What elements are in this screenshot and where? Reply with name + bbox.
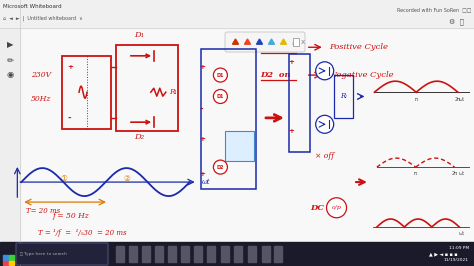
Text: ①: ①: [60, 174, 67, 182]
Text: +: +: [288, 59, 294, 65]
Text: ωt: ωt: [459, 97, 465, 102]
Text: ωt: ωt: [459, 171, 465, 176]
Text: π: π: [415, 97, 418, 102]
Bar: [289, 54, 310, 152]
Circle shape: [213, 160, 228, 174]
Bar: [155, 246, 163, 262]
Bar: [0, 0, 474, 28]
Text: off: off: [231, 39, 242, 47]
Bar: [168, 246, 176, 262]
Text: o/p: o/p: [332, 205, 341, 210]
Text: Positive Cycle: Positive Cycle: [329, 43, 388, 51]
Text: +: +: [199, 171, 205, 177]
Bar: [262, 246, 270, 262]
Text: 0: 0: [11, 185, 15, 190]
Bar: [62, 56, 111, 128]
Bar: [225, 131, 254, 161]
Circle shape: [213, 89, 228, 103]
Bar: [129, 246, 137, 262]
Text: +: +: [68, 64, 73, 69]
Bar: [248, 246, 256, 262]
Text: Microsoft Whiteboard: Microsoft Whiteboard: [3, 3, 62, 9]
Text: ▶: ▶: [7, 40, 13, 49]
Bar: [274, 246, 282, 262]
Text: D₂: D₂: [134, 133, 144, 141]
Text: +: +: [288, 128, 294, 134]
Text: D1: D1: [217, 73, 224, 78]
Bar: [142, 246, 150, 262]
Text: D2  on: D2 on: [261, 71, 292, 79]
Text: 11:09 PM: 11:09 PM: [449, 246, 469, 250]
Text: D2: D2: [217, 165, 224, 170]
Text: T = ¹/f  =  ¹/₅30  = 20 ms: T = ¹/f = ¹/₅30 = 20 ms: [38, 230, 127, 238]
Text: ωt: ωt: [201, 178, 210, 186]
Circle shape: [213, 68, 228, 82]
Text: 🔍 Type here to search: 🔍 Type here to search: [20, 252, 67, 256]
Text: ◉: ◉: [6, 70, 14, 80]
Bar: [334, 75, 353, 118]
Text: ⌂  ◄  ►  |  Untitled whiteboard  ∨: ⌂ ◄ ► | Untitled whiteboard ∨: [3, 15, 83, 21]
Bar: [207, 246, 215, 262]
Text: +: +: [199, 136, 205, 142]
Text: 2π: 2π: [455, 97, 461, 102]
Bar: [9, 255, 14, 260]
Text: 11/19/2021: 11/19/2021: [444, 258, 469, 262]
Text: DC: DC: [310, 204, 324, 212]
Text: -: -: [199, 105, 203, 114]
Text: T= 20 ms: T= 20 ms: [27, 207, 61, 215]
Text: 2π: 2π: [452, 171, 457, 176]
Text: π: π: [414, 171, 417, 176]
FancyBboxPatch shape: [225, 32, 305, 52]
Bar: [0, 242, 474, 266]
Bar: [181, 246, 189, 262]
Bar: [201, 49, 256, 189]
Bar: [194, 246, 202, 262]
Bar: [293, 38, 299, 46]
Text: D₁: D₁: [134, 31, 144, 39]
Text: D1  on: D1 on: [261, 43, 292, 51]
Text: Vᴵₙ: Vᴵₙ: [7, 162, 17, 170]
Circle shape: [327, 198, 346, 218]
Text: × off: × off: [315, 152, 334, 160]
Text: 50Hz: 50Hz: [31, 95, 51, 103]
Text: ②: ②: [124, 174, 131, 182]
Text: -: -: [68, 113, 71, 122]
Text: Rₗ: Rₗ: [340, 93, 347, 101]
Bar: [116, 45, 178, 131]
Circle shape: [316, 62, 334, 80]
Bar: [116, 246, 124, 262]
Bar: [234, 246, 242, 262]
Text: x: x: [301, 39, 305, 45]
Bar: [9, 261, 14, 265]
Text: D1: D1: [217, 94, 224, 99]
Bar: [221, 246, 229, 262]
Text: ▲ ▶ ◄ ▪ ▪ ▪: ▲ ▶ ◄ ▪ ▪ ▪: [429, 251, 457, 256]
Circle shape: [316, 115, 334, 133]
Bar: [3, 255, 8, 260]
Text: ωt: ωt: [459, 231, 465, 236]
Text: ⚙  ⛶: ⚙ ⛶: [449, 19, 464, 25]
Bar: [3, 261, 8, 265]
Text: ✏: ✏: [7, 56, 13, 64]
Text: Negative Cycle: Negative Cycle: [329, 71, 394, 79]
Bar: [0, 28, 20, 242]
Text: Rₗ: Rₗ: [169, 88, 176, 96]
Text: f = 50 Hz: f = 50 Hz: [52, 212, 89, 220]
Text: Recorded with Fun SoRen  □□: Recorded with Fun SoRen □□: [397, 7, 471, 13]
Text: +: +: [199, 64, 205, 69]
Text: 230V: 230V: [31, 71, 51, 79]
FancyBboxPatch shape: [16, 243, 108, 265]
